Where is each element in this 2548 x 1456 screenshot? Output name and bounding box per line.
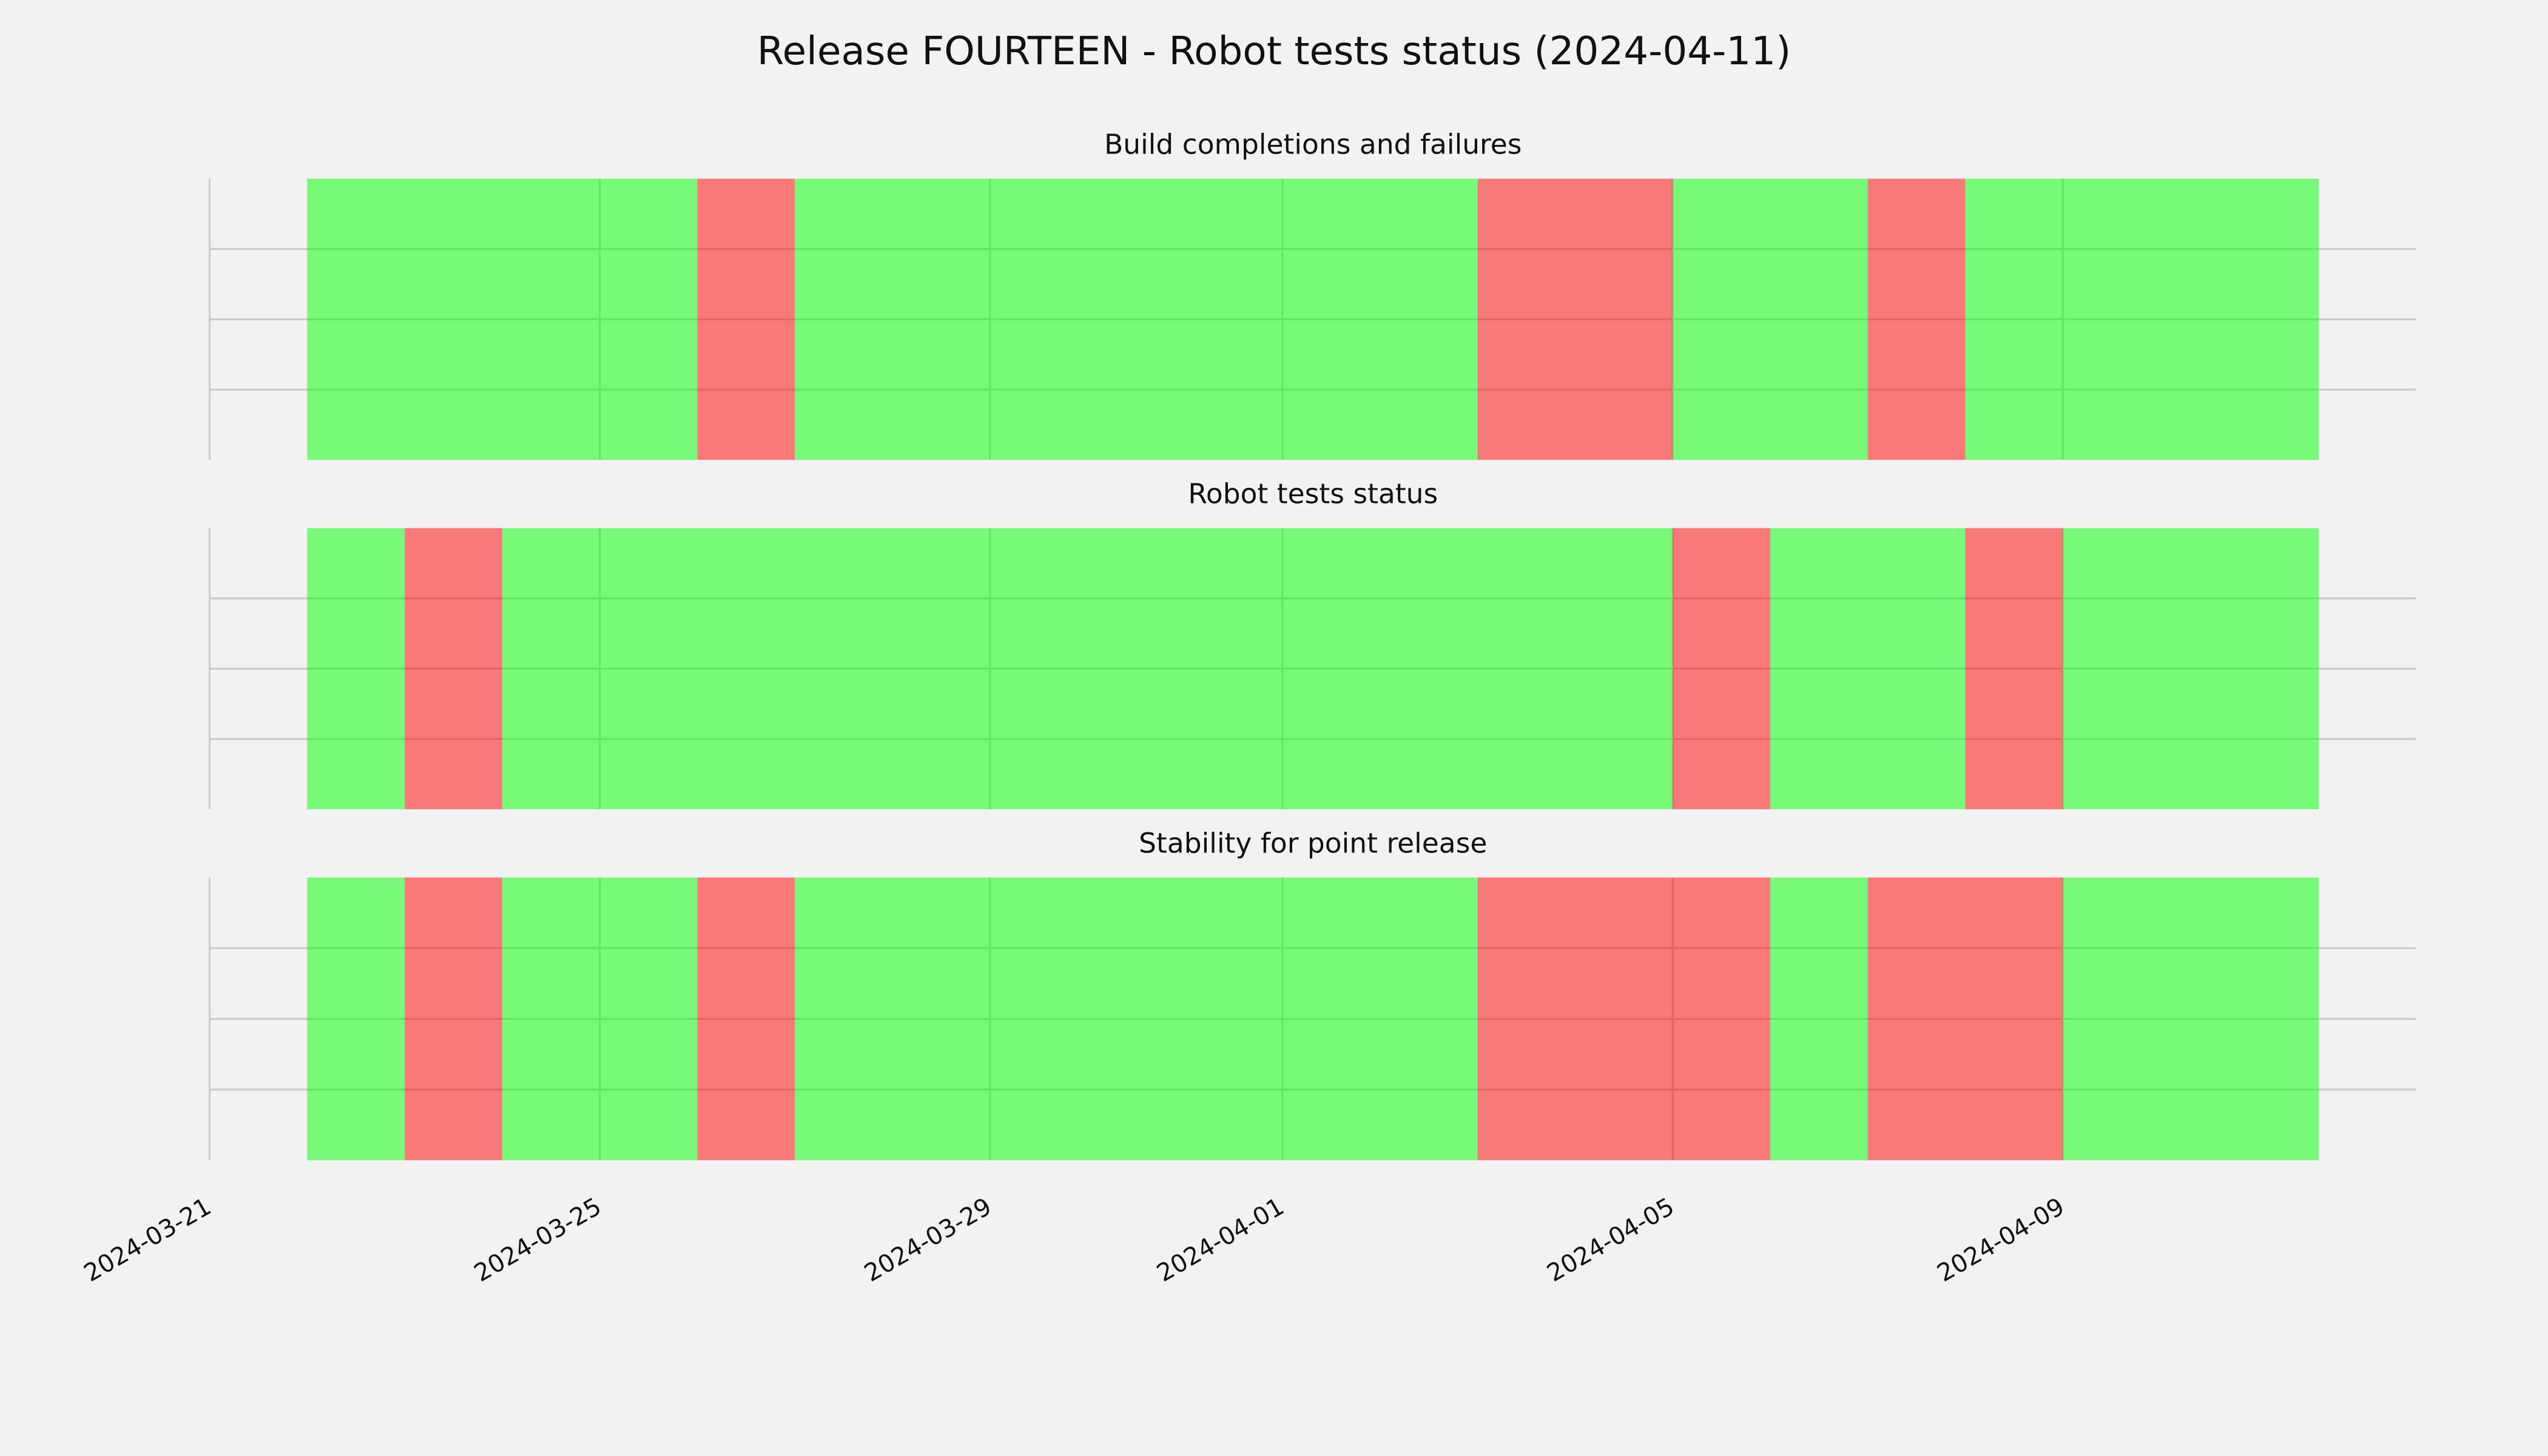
status-span [1867, 178, 1966, 460]
status-span [1770, 528, 1966, 809]
status-span [1965, 178, 2319, 460]
status-span [307, 528, 405, 809]
status-span [2063, 877, 2319, 1161]
status-span [1673, 178, 1868, 460]
status-span [1477, 178, 1673, 460]
status-span [307, 877, 405, 1161]
status-span [502, 877, 698, 1161]
status-span [405, 877, 502, 1161]
panel-title: Stability for point release [1139, 827, 1487, 859]
status-span [307, 178, 698, 460]
status-span [502, 528, 1673, 809]
status-span [697, 178, 795, 460]
status-span [1770, 877, 1868, 1161]
status-span [795, 178, 1478, 460]
panel-title: Robot tests status [1188, 477, 1438, 510]
status-span [1673, 528, 1770, 809]
status-span [697, 877, 795, 1161]
chart-title: Release FOURTEEN - Robot tests status (2… [757, 29, 1791, 74]
status-span [1867, 877, 2063, 1161]
status-span [795, 877, 1478, 1161]
status-span [2063, 528, 2319, 809]
status-span [1965, 528, 2063, 809]
status-span [405, 528, 502, 809]
status-span [1477, 877, 1770, 1161]
panel-title: Build completions and failures [1104, 129, 1522, 161]
